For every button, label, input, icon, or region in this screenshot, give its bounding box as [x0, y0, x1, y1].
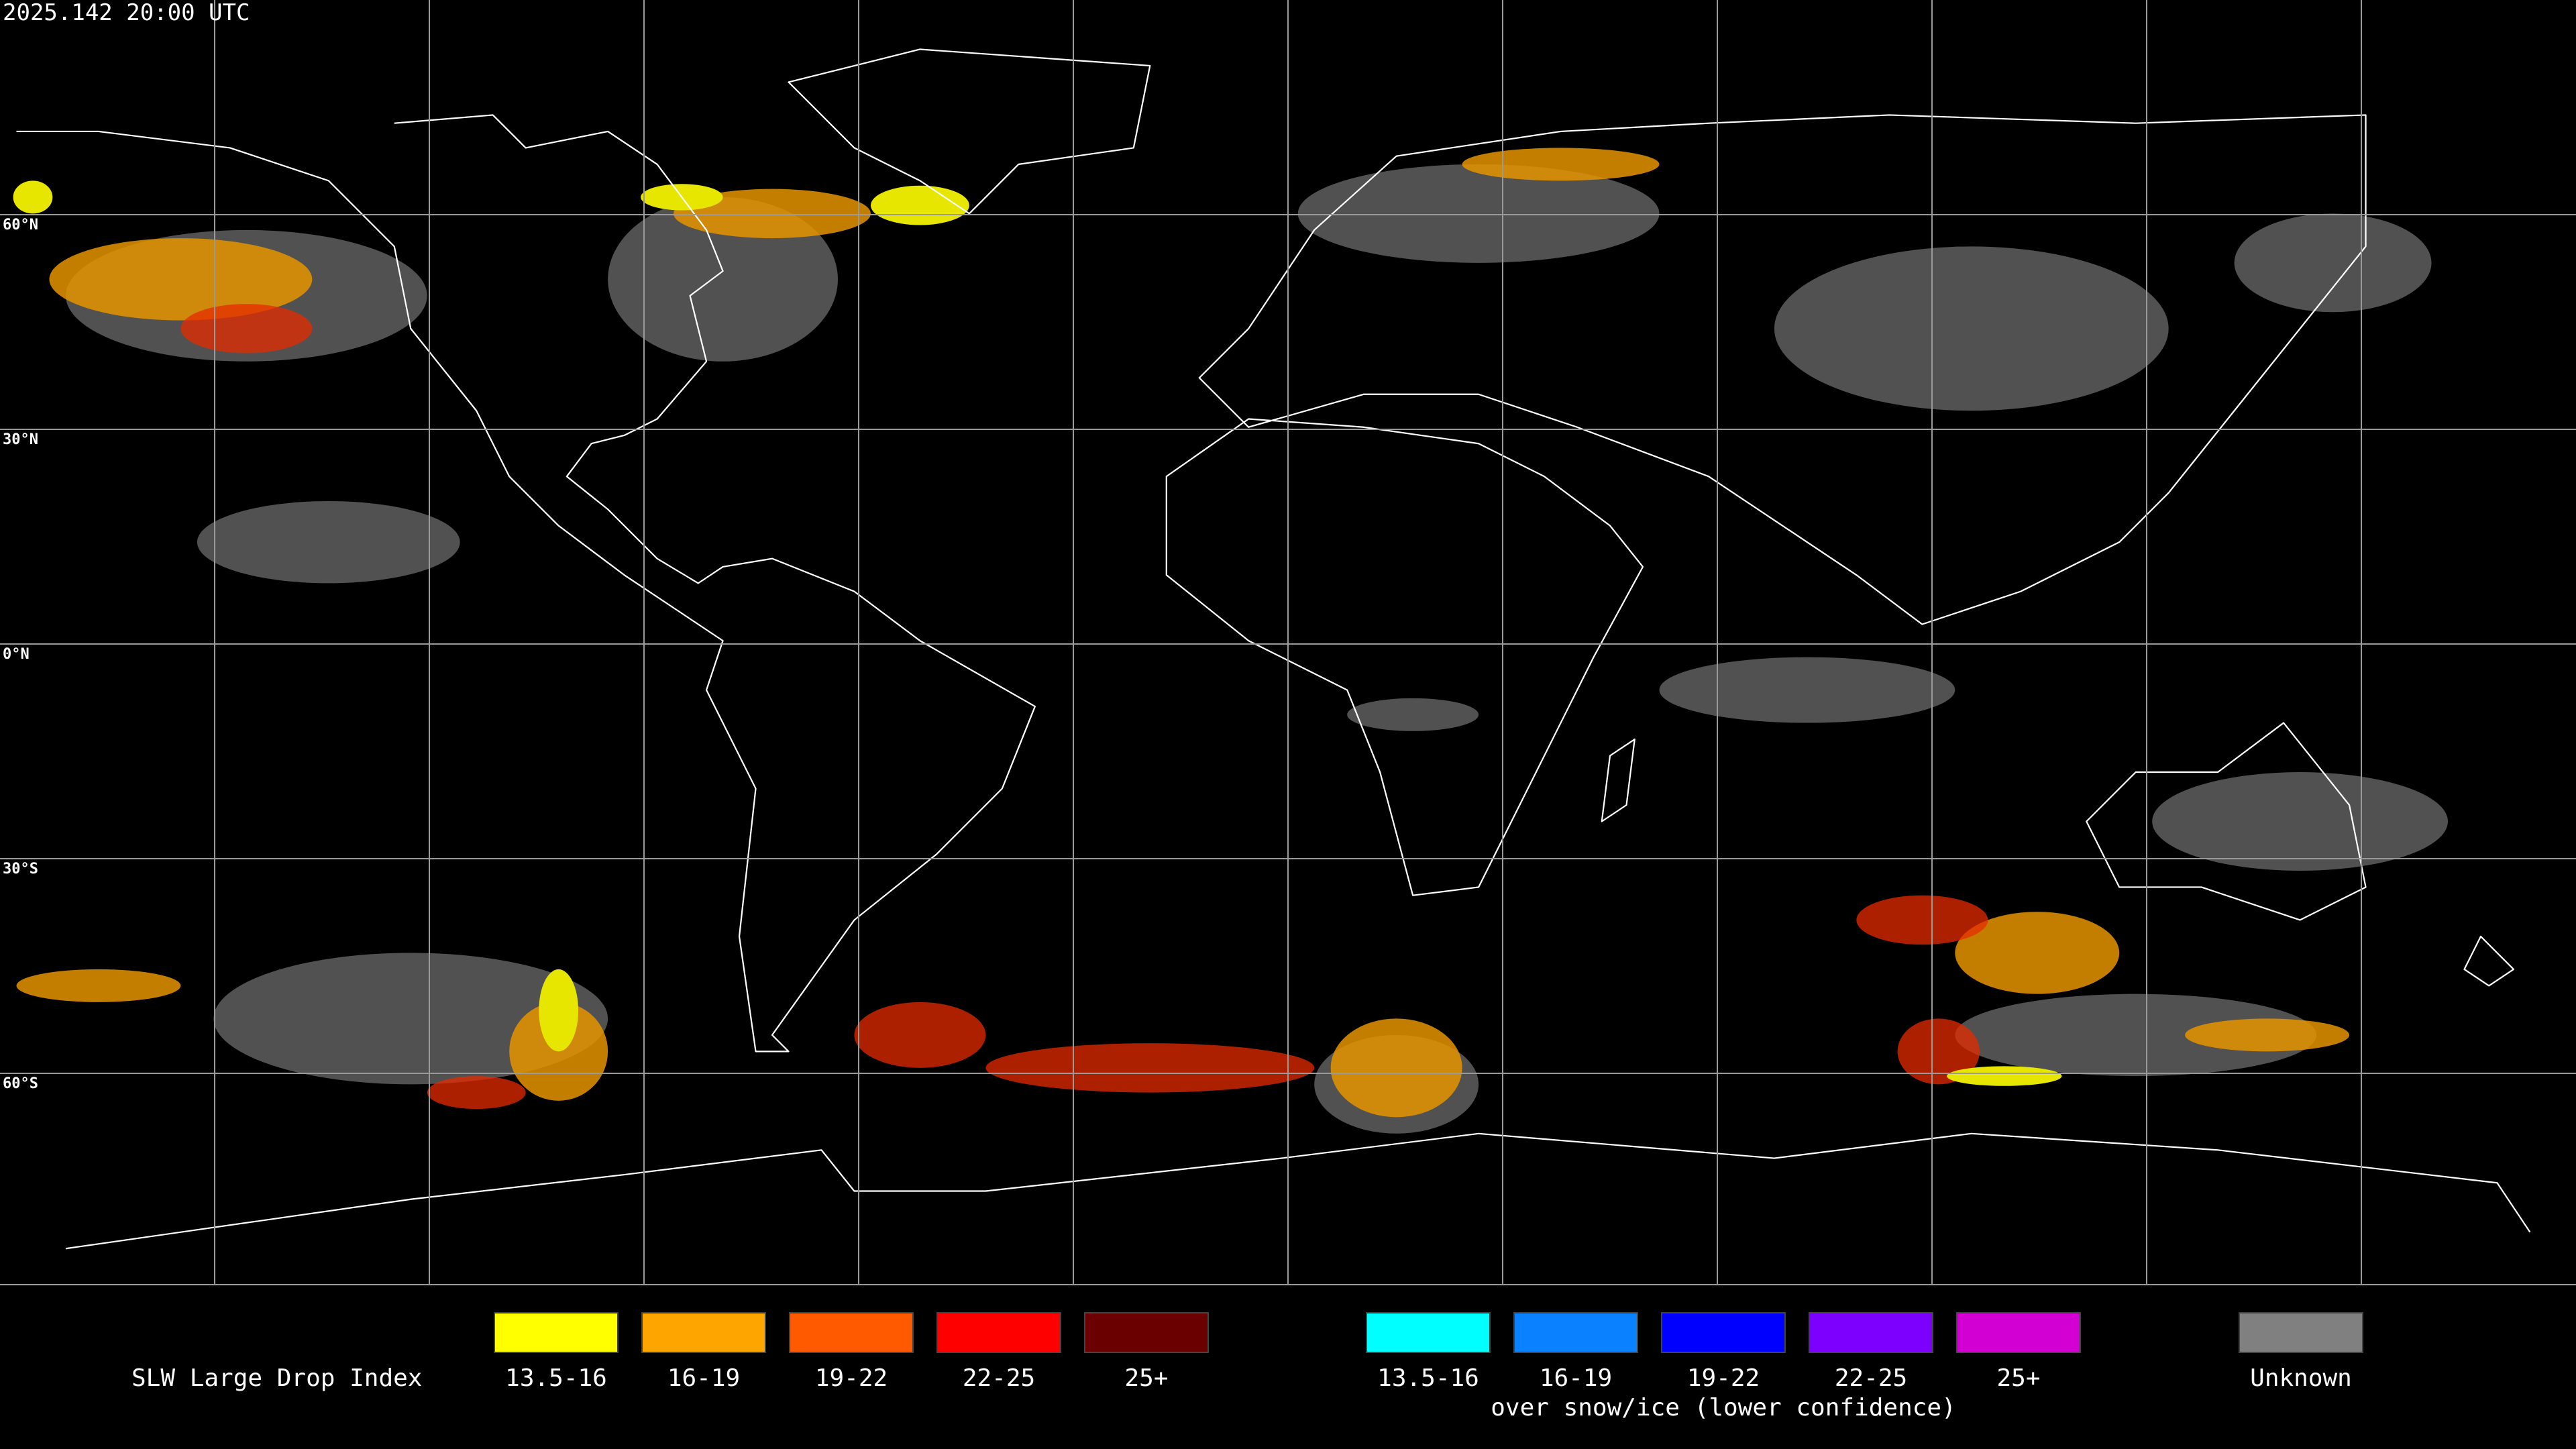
legend-swatch	[2239, 1312, 2363, 1353]
legend-label: 22-25	[1835, 1364, 1907, 1392]
latitude-label: 60°N	[3, 217, 38, 233]
latitude-label: 30°N	[3, 431, 38, 448]
legend-swatch	[1809, 1312, 1933, 1353]
legend-label: 22-25	[963, 1364, 1035, 1392]
coastlines	[16, 48, 2531, 1250]
legend-label: Unknown	[2250, 1364, 2352, 1392]
legend-title: SLW Large Drop Index	[131, 1364, 422, 1392]
legend-swatch	[1956, 1312, 2081, 1353]
legend-swatch	[1513, 1312, 1638, 1353]
legend-label: 25+	[1124, 1364, 1168, 1392]
legend-swatch	[1084, 1312, 1209, 1353]
legend-label: 13.5-16	[505, 1364, 607, 1392]
legend-swatch	[789, 1312, 914, 1353]
legend-swatch	[1661, 1312, 1786, 1353]
legend-label: 19-22	[815, 1364, 888, 1392]
legend-label: 16-19	[1540, 1364, 1612, 1392]
latitude-label: 0°N	[3, 646, 30, 663]
cloud-imagery	[13, 148, 2449, 1134]
snow-caption: over snow/ice (lower confidence)	[1491, 1394, 1956, 1421]
latitude-label: 60°S	[3, 1075, 38, 1092]
legend: 13.5-16 16-19 19-22 22-25 25+ 13.5-16 16-19 19-…	[494, 1312, 2363, 1392]
legend-swatch	[494, 1312, 619, 1353]
legend-label: 16-19	[667, 1364, 740, 1392]
legend-swatch	[641, 1312, 766, 1353]
timestamp: 2025.142 20:00 UTC	[3, 0, 250, 26]
legend-label: 13.5-16	[1377, 1364, 1479, 1392]
legend-label: 25+	[1996, 1364, 2040, 1392]
legend-label: 19-22	[1687, 1364, 1760, 1392]
graticule: 60°N 30°N 0°N 30°S 60°S	[0, 0, 2576, 1285]
latitude-label: 30°S	[3, 861, 38, 877]
legend-swatch	[1366, 1312, 1491, 1353]
legend-swatch	[936, 1312, 1061, 1353]
